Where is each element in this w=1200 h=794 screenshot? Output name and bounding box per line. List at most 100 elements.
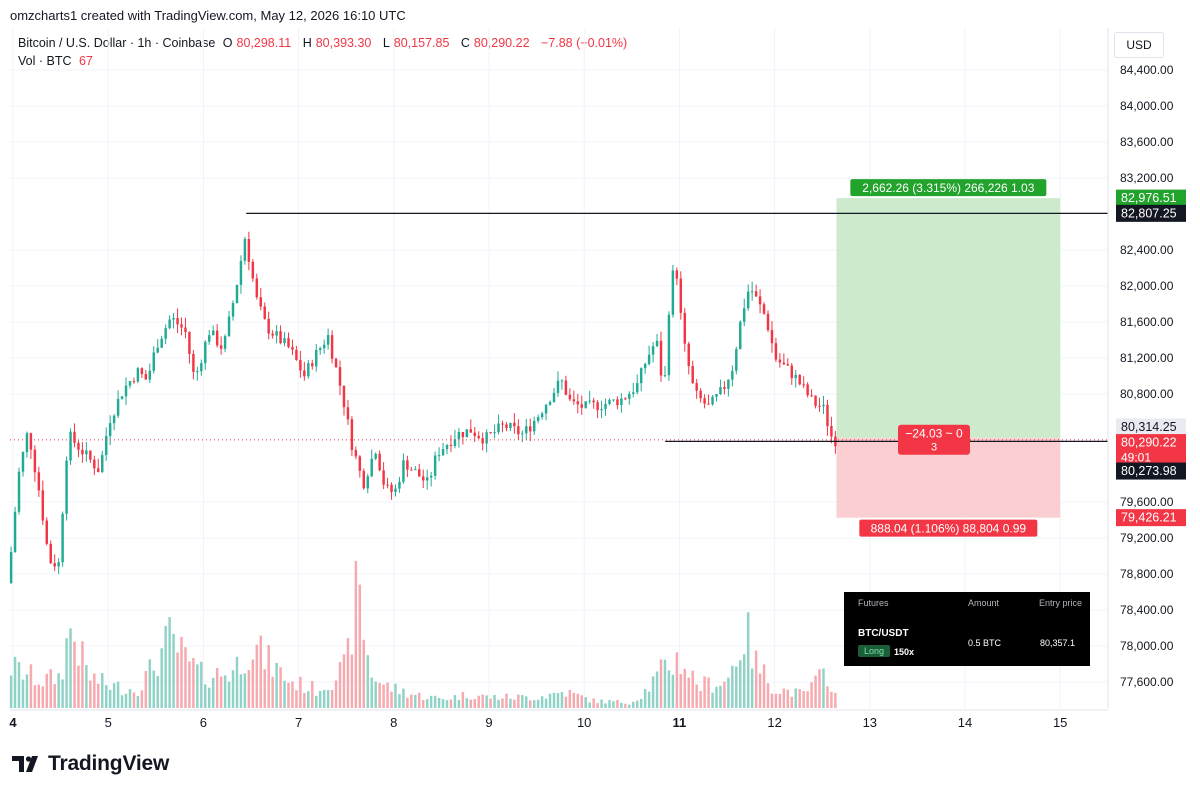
candle-body	[429, 475, 433, 478]
volume-bar	[414, 694, 417, 708]
y-tick-label: 79,600.00	[1120, 495, 1174, 509]
side-badge: Long	[858, 645, 891, 657]
candle-body	[112, 415, 116, 424]
candle-body	[255, 278, 259, 298]
candle-body	[758, 296, 762, 305]
volume-bar	[703, 676, 706, 708]
volume-bar	[144, 670, 148, 708]
candle-body	[148, 370, 152, 380]
candle-body	[465, 429, 469, 438]
volume-bar	[501, 698, 504, 708]
volume-bar	[239, 674, 243, 708]
volume-bar	[473, 698, 476, 708]
candle-body	[366, 476, 369, 489]
candle-body	[279, 331, 282, 344]
candle-body	[136, 368, 140, 382]
open-label: O	[222, 36, 233, 50]
candle-body	[116, 398, 120, 416]
volume-bar	[790, 696, 794, 708]
candle-body	[628, 393, 631, 399]
candle-body	[21, 452, 25, 472]
candle-body	[473, 432, 476, 436]
candle-body	[358, 456, 362, 471]
volume-bar	[243, 673, 247, 708]
volume-bar	[303, 692, 306, 708]
volume-bar	[548, 693, 552, 708]
volume-bar	[679, 674, 683, 708]
volume-bar	[505, 693, 508, 708]
high-label: H	[302, 36, 312, 50]
volume-bar	[37, 684, 41, 708]
candle-body	[176, 318, 179, 325]
candle-body	[659, 340, 663, 376]
x-tick-label: 14	[958, 715, 972, 730]
stop-loss-axis-tag	[1116, 509, 1186, 527]
volume-bar	[806, 691, 809, 708]
volume-bar	[564, 696, 568, 708]
candle-body	[735, 349, 738, 371]
volume-label[interactable]: Vol · BTC	[18, 54, 72, 68]
candle-body	[152, 352, 155, 371]
volume-bar	[794, 688, 797, 708]
candle-body	[624, 398, 627, 400]
candle-body	[532, 420, 536, 432]
volume-bar	[342, 654, 346, 708]
candle-body	[180, 324, 183, 328]
volume-bar	[592, 698, 595, 708]
volume-bar	[723, 681, 726, 708]
candle-body	[750, 291, 754, 293]
volume-bar	[358, 584, 362, 708]
volume-bar	[818, 669, 821, 708]
candle-body	[818, 405, 821, 407]
candle-body	[89, 450, 92, 460]
candle-body	[406, 460, 409, 470]
volume-bar	[215, 668, 219, 708]
candle-body	[315, 350, 318, 367]
market-header: Futures	[858, 598, 889, 608]
candle-body	[481, 438, 484, 444]
candle-body	[362, 470, 366, 489]
volume-bar	[334, 680, 338, 708]
volume-bar	[318, 690, 322, 708]
candle-body	[370, 458, 373, 477]
volume-bar	[556, 693, 560, 708]
currency-button[interactable]: USD	[1114, 32, 1164, 58]
candle-body	[29, 433, 33, 450]
volume-bar	[184, 647, 187, 708]
volume-bar	[263, 669, 266, 708]
candle-body	[330, 335, 334, 359]
volume-bar	[453, 694, 457, 708]
tradingview-brand[interactable]: TradingView	[12, 752, 169, 776]
candle-body	[647, 354, 651, 364]
volume-bar	[366, 655, 369, 708]
volume-bar	[152, 670, 155, 708]
candle-body	[548, 401, 552, 405]
candle-body	[794, 374, 797, 379]
high-value: 80,393.30	[315, 36, 372, 50]
candle-body	[124, 385, 128, 397]
candle-body	[267, 318, 270, 334]
volume-bar	[275, 662, 278, 708]
candle-body	[65, 460, 68, 514]
candle-body	[164, 328, 167, 339]
candle-body	[322, 344, 326, 349]
volume-bar	[814, 675, 817, 708]
volume-bar	[223, 675, 227, 708]
resistance-axis-tag	[1116, 204, 1186, 222]
symbol-title[interactable]: Bitcoin / U.S. Dollar · 1h · Coinbase	[18, 36, 216, 50]
candle-body	[742, 308, 746, 322]
volume-bar	[497, 699, 500, 708]
volume-bar	[620, 702, 623, 708]
candle-body	[414, 469, 417, 471]
volume-bar	[255, 644, 259, 708]
candle-body	[45, 520, 48, 544]
candle-body	[33, 449, 37, 473]
low-label: L	[382, 36, 390, 50]
candle-body	[675, 270, 679, 279]
volume-bar	[398, 694, 401, 708]
candle-body	[782, 362, 786, 365]
volume-bar	[481, 694, 484, 708]
candle-body	[223, 336, 227, 349]
volume-bar	[41, 686, 45, 708]
